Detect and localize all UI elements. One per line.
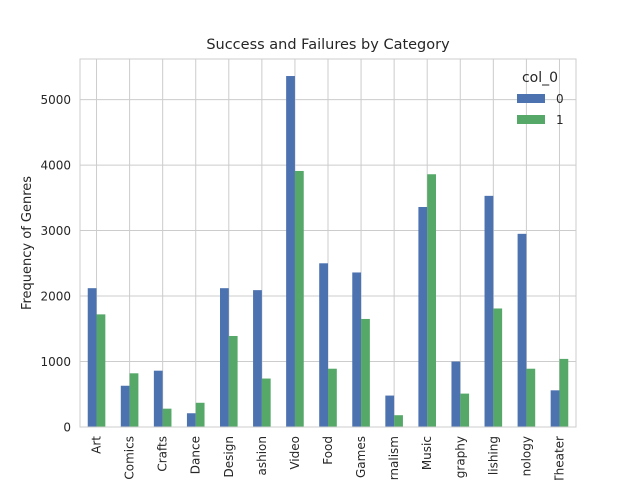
bar-10-series-1 [427, 174, 436, 427]
plot-frame [79, 58, 577, 428]
bar-12-series-1 [493, 308, 503, 427]
x-tick-label-6: Video [288, 436, 302, 470]
bar-4-series-1 [228, 335, 238, 427]
bar-0-series-1 [96, 314, 106, 427]
x-tick-label-3: Dance [189, 436, 203, 474]
bar-11-series-0 [451, 361, 461, 427]
y-tick-label-0: 0 [63, 421, 71, 435]
bar-2-series-1 [162, 408, 172, 427]
bar-3-series-0 [186, 413, 196, 427]
x-tick-label-10: Music [420, 436, 434, 470]
bar-13-series-1 [526, 368, 536, 427]
bar-14-series-1 [559, 358, 569, 427]
y-tick-label-3: 3000 [40, 224, 71, 238]
bar-12-series-0 [484, 195, 494, 427]
legend-label-series-0: 0 [556, 92, 564, 106]
y-tick-label-2: 2000 [40, 290, 71, 304]
x-tick-label-5: ashion [255, 436, 269, 476]
bar-0-series-0 [87, 288, 97, 427]
bar-9-series-0 [385, 395, 395, 427]
bars-layer [87, 76, 569, 428]
bar-10-series-0 [418, 206, 428, 427]
axis-layer: 0 1000 2000 3000 4000 5000 Art Comics Crafts Danc… [40, 58, 577, 484]
y-tick-label-1: 1000 [40, 355, 71, 369]
x-tick-label-12: lishing [486, 436, 500, 475]
bar-14-series-0 [550, 390, 560, 427]
x-tick-label-2: Crafts [156, 436, 170, 472]
legend-swatch-series-0 [517, 94, 545, 103]
x-tick-label-13: nology [519, 436, 533, 476]
x-tick-label-1: Comics [123, 436, 137, 480]
bar-7-series-1 [328, 368, 337, 427]
bar-8-series-0 [352, 272, 362, 427]
x-tick-label-4: Design [222, 436, 236, 477]
x-tick-label-8: Games [354, 436, 368, 478]
bar-5-series-1 [261, 378, 271, 427]
x-tick-label-0: Art [90, 436, 104, 454]
bar-8-series-1 [361, 318, 370, 427]
bar-9-series-1 [394, 415, 403, 427]
bar-2-series-0 [153, 370, 163, 427]
y-tick-label-4: 4000 [40, 159, 71, 173]
bar-11-series-1 [460, 393, 470, 427]
chart-title: Success and Failures by Category [206, 37, 450, 53]
x-tick-label-14: Theater [552, 436, 566, 480]
bar-1-series-0 [120, 385, 130, 427]
bar-6-series-0 [286, 76, 295, 428]
bar-13-series-0 [517, 233, 527, 427]
legend-swatch-series-1 [517, 115, 545, 124]
bar-6-series-1 [294, 170, 304, 427]
x-tick-label-7: Food [321, 436, 335, 465]
y-tick-label-5: 5000 [40, 93, 71, 107]
legend: col_0 0 1 [517, 70, 564, 127]
bar-7-series-0 [319, 263, 328, 427]
y-axis-label: Frequency of Genres [20, 176, 35, 310]
bar-3-series-1 [195, 402, 205, 427]
bar-5-series-0 [253, 290, 262, 427]
bar-1-series-1 [129, 373, 139, 427]
x-tick-label-9: rnalism [387, 436, 401, 480]
legend-title: col_0 [522, 70, 558, 86]
x-tick-label-11: graphy [453, 436, 467, 478]
bar-4-series-0 [220, 288, 229, 427]
legend-label-series-1: 1 [556, 113, 564, 127]
